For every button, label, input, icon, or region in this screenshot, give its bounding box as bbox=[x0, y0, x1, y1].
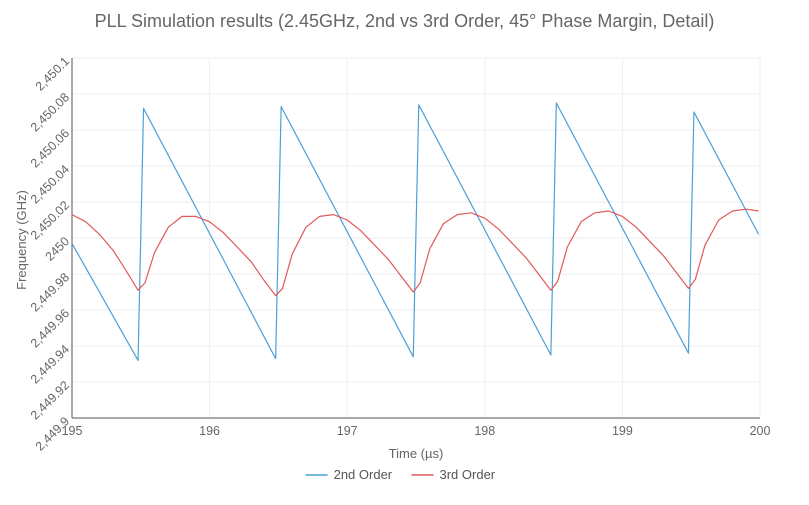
y-tick-label: 2,449.96 bbox=[28, 306, 72, 350]
legend-item: 2nd Order bbox=[305, 467, 393, 482]
y-tick-label: 2,450.04 bbox=[28, 162, 72, 206]
y-tick-label: 2,450.08 bbox=[28, 90, 72, 134]
series-line-3rd-order bbox=[71, 208, 759, 297]
y-tick-label: 2,450.1 bbox=[33, 54, 72, 93]
axes bbox=[71, 58, 760, 419]
y-tick-label: 2,449.94 bbox=[28, 342, 72, 386]
series-line-2nd-order bbox=[71, 102, 760, 361]
x-tick-label: 199 bbox=[612, 424, 633, 438]
x-tick-label: 195 bbox=[62, 424, 83, 438]
legend-label: 3rd Order bbox=[440, 467, 496, 482]
legend: 2nd Order 3rd Order bbox=[305, 467, 496, 482]
y-tick-label: 2,449.92 bbox=[28, 378, 72, 422]
x-axis-label: Time (µs) bbox=[389, 446, 444, 461]
y-tick-label: 2,450.06 bbox=[28, 126, 72, 170]
legend-item: 3rd Order bbox=[411, 467, 496, 482]
y-tick-label: 2450 bbox=[43, 234, 73, 264]
chart-title: PLL Simulation results (2.45GHz, 2nd vs … bbox=[95, 11, 715, 31]
x-tick-label: 198 bbox=[474, 424, 495, 438]
legend-label: 2nd Order bbox=[334, 467, 393, 482]
y-tick-label: 2,449.98 bbox=[28, 270, 72, 314]
series bbox=[71, 102, 760, 361]
tick-labels: 2,449.92,449.922,449.942,449.962,449.982… bbox=[28, 54, 771, 453]
x-tick-label: 200 bbox=[750, 424, 771, 438]
y-tick-label: 2,450.02 bbox=[28, 198, 72, 242]
y-axis-label: Frequency (GHz) bbox=[14, 190, 29, 290]
x-tick-label: 196 bbox=[199, 424, 220, 438]
x-tick-label: 197 bbox=[337, 424, 358, 438]
